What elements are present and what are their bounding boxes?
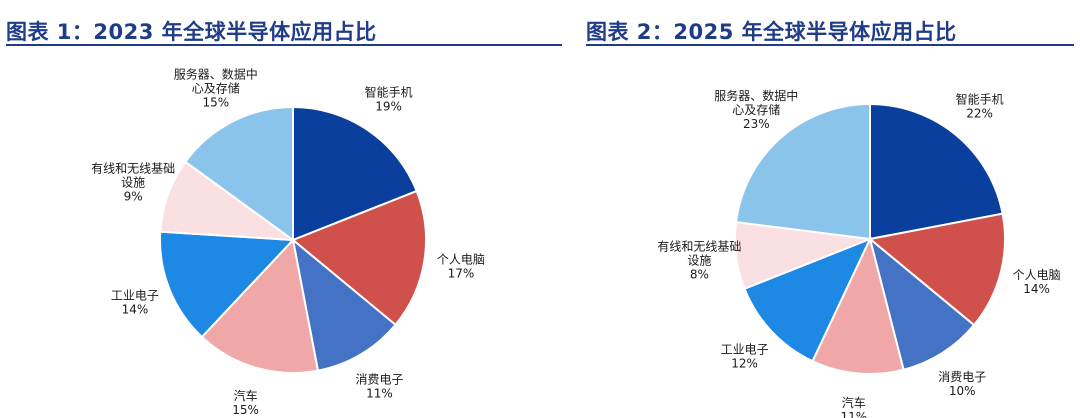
slice-category-label: 服务器、数据中 [714,88,798,103]
slice-value-label: 9% [124,189,143,203]
pie-slice-pc [867,212,1006,327]
slice-category-label: 设施 [687,254,711,268]
slice-label-wired-wireless-infra: 有线和无线基础设施 8% [657,240,741,282]
slice-category-label: 汽车 [234,388,258,403]
slice-category-label: 个人电脑 [437,253,485,267]
slice-category-label: 智能手机 [365,84,413,99]
slice-value-label: 8% [690,268,709,282]
slice-value-label: 10% [949,384,976,398]
slice-category-label: 汽车 [842,395,866,410]
slice-category-label: 服务器、数据中 [174,67,258,82]
slice-category-label: 有线和无线基础 [91,161,175,175]
pie-slice-smartphone [292,105,418,242]
slice-category-label: 工业电子 [721,343,769,357]
pie-slice-server-datacenter-storage [734,102,871,241]
pie-slice-pc [291,189,427,327]
slice-value-label: 15% [232,403,259,417]
slice-value-label: 11% [366,386,393,400]
slice-value-label: 11% [840,410,867,418]
slice-label-industrial: 工业电子 12% [721,343,769,371]
pie-slice-industrial [743,237,872,363]
slice-value-label: 14% [122,303,149,317]
pie-slice-industrial [159,230,296,339]
slice-value-label: 23% [743,117,770,131]
slice-category-label: 智能手机 [956,92,1004,107]
slice-value-label: 12% [731,357,758,371]
slice-label-automotive: 汽车 15% [232,388,259,417]
slice-value-label: 15% [202,96,229,110]
slice-category-label: 消费电子 [355,372,403,386]
slice-category-label: 个人电脑 [1013,268,1061,282]
slice-value-label: 19% [375,99,402,113]
slice-label-consumer-electronics: 消费电子 10% [938,370,986,398]
slice-value-label: 14% [1023,282,1050,296]
chart-panel-2025: 图表 2：2025 年全球半导体应用占比 智能手机 22% 个人电脑 14% 消费电子 1… [580,0,1080,418]
slice-label-server-datacenter-storage: 服务器、数据中心及存储 15% [174,67,258,110]
slice-category-label: 心及存储 [192,81,240,96]
slice-category-label: 心及存储 [732,102,780,117]
slice-category-label: 设施 [121,175,145,189]
slice-category-label: 有线和无线基础 [657,240,741,254]
pie-chart-2025: 智能手机 22% 个人电脑 14% 消费电子 10% 汽车 11% 工业电子 12% 有线和无线基础… [657,88,1061,418]
slice-label-pc: 个人电脑 17% [437,253,485,281]
slice-category-label: 消费电子 [938,370,986,384]
slice-value-label: 22% [966,107,993,121]
slice-value-label: 17% [448,267,475,281]
slice-label-automotive: 汽车 11% [840,395,867,418]
slice-label-smartphone: 智能手机 19% [365,84,413,113]
slice-label-consumer-electronics: 消费电子 11% [355,372,403,400]
slice-label-server-datacenter-storage: 服务器、数据中心及存储 23% [714,88,798,131]
slice-label-smartphone: 智能手机 22% [956,92,1004,121]
title-rule [586,44,1074,46]
slice-category-label: 工业电子 [111,289,159,303]
slice-label-pc: 个人电脑 14% [1013,268,1061,296]
slice-label-wired-wireless-infra: 有线和无线基础设施 9% [91,161,175,203]
slice-label-industrial: 工业电子 14% [111,289,159,317]
pie-slice-consumer-electronics [291,237,397,372]
pie-slice-automotive [811,236,905,375]
title-rule [6,44,562,46]
pie-slice-smartphone [869,102,1004,241]
chart-title: 图表 1：2023 年全球半导体应用占比 [6,20,377,44]
pie-slice-automotive [200,237,320,374]
pie-slice-server-datacenter-storage [184,105,294,242]
pie-chart-2023: 智能手机 19%个人电脑 17%消费电子 11%汽车 15%工业电子 14%有线和无线基础… [91,67,485,418]
chart-panel-2023: 图表 1：2023 年全球半导体应用占比 智能手机 19% 个人电脑 17% 消费电子 1… [6,20,562,418]
chart-title: 图表 2：2025 年全球半导体应用占比 [586,20,957,44]
